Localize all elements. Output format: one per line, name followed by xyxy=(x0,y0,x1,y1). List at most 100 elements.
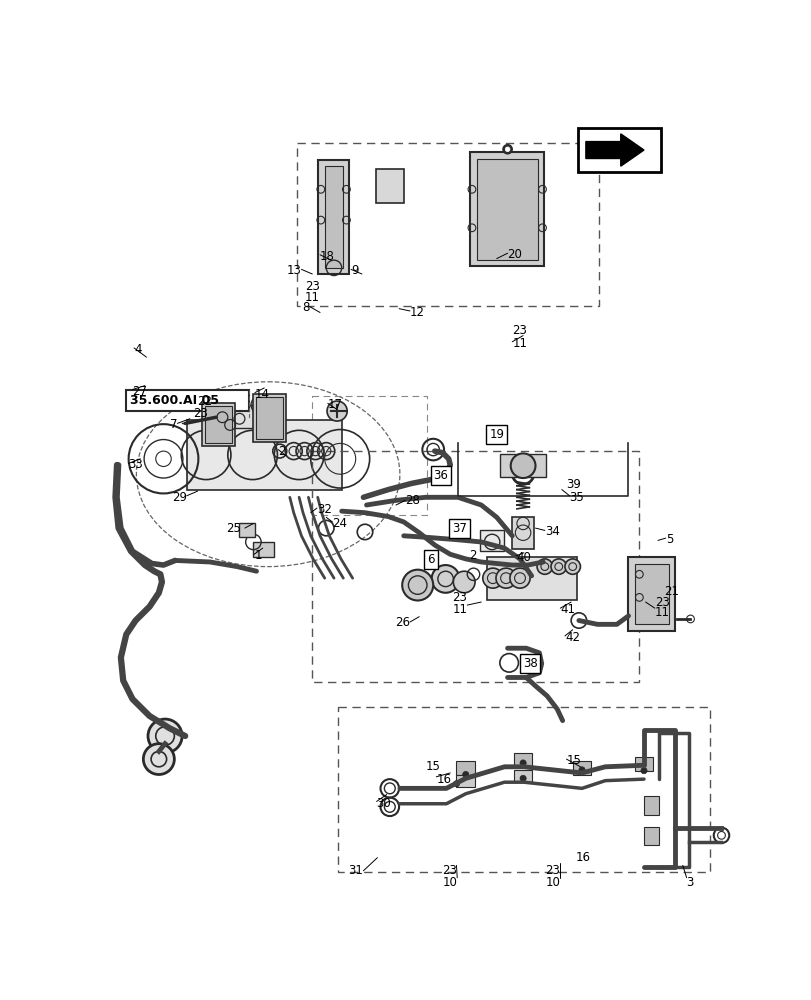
Text: 15: 15 xyxy=(425,760,440,773)
Bar xyxy=(312,451,638,682)
Text: 2: 2 xyxy=(278,445,285,458)
Bar xyxy=(337,707,709,872)
Text: 28: 28 xyxy=(405,494,419,507)
Bar xyxy=(634,757,653,771)
Text: 2: 2 xyxy=(469,549,477,562)
Text: 31: 31 xyxy=(348,864,363,877)
Bar xyxy=(256,397,282,439)
Bar xyxy=(324,166,343,268)
Text: 23: 23 xyxy=(452,591,466,604)
Text: 16: 16 xyxy=(575,851,590,864)
Circle shape xyxy=(462,771,468,778)
Bar xyxy=(297,143,599,306)
Bar xyxy=(127,389,248,411)
Bar xyxy=(479,530,504,551)
Circle shape xyxy=(502,145,512,154)
Bar xyxy=(312,396,427,515)
Text: 11: 11 xyxy=(452,603,466,616)
Bar xyxy=(643,796,659,815)
Text: 14: 14 xyxy=(255,388,269,401)
Circle shape xyxy=(519,775,526,781)
Circle shape xyxy=(496,568,516,588)
Bar xyxy=(513,770,532,782)
Text: 3: 3 xyxy=(686,876,693,889)
Bar xyxy=(205,406,231,443)
Text: 6: 6 xyxy=(427,553,434,566)
Text: 19: 19 xyxy=(489,428,504,441)
Text: 38: 38 xyxy=(522,657,537,670)
Text: 10: 10 xyxy=(442,876,457,889)
Text: 37: 37 xyxy=(452,522,466,535)
Bar xyxy=(634,564,668,624)
Text: 25: 25 xyxy=(225,522,241,535)
Text: 23: 23 xyxy=(512,324,526,337)
Text: 23: 23 xyxy=(305,280,320,293)
Bar xyxy=(253,394,285,442)
Circle shape xyxy=(453,781,459,787)
Text: 13: 13 xyxy=(286,264,301,277)
Circle shape xyxy=(564,559,580,574)
Text: 11: 11 xyxy=(305,291,320,304)
Circle shape xyxy=(519,760,526,766)
Text: 23: 23 xyxy=(193,407,208,420)
Text: 39: 39 xyxy=(566,478,581,491)
Circle shape xyxy=(578,767,585,773)
Text: 7: 7 xyxy=(169,418,178,431)
Circle shape xyxy=(483,568,502,588)
Bar xyxy=(239,523,255,537)
Circle shape xyxy=(453,571,474,593)
Text: 29: 29 xyxy=(172,491,187,504)
Text: 17: 17 xyxy=(328,398,342,411)
Text: 12: 12 xyxy=(410,306,424,319)
Text: 23: 23 xyxy=(545,864,560,877)
Circle shape xyxy=(327,401,347,421)
Text: 4: 4 xyxy=(134,343,141,356)
Bar xyxy=(577,128,660,172)
Text: 5: 5 xyxy=(665,533,672,546)
Text: 23: 23 xyxy=(654,596,669,609)
Text: 22: 22 xyxy=(197,395,212,408)
Text: 23: 23 xyxy=(442,864,457,877)
Text: 42: 42 xyxy=(564,631,579,644)
Text: 20: 20 xyxy=(507,248,521,261)
Circle shape xyxy=(144,744,174,774)
Text: 32: 32 xyxy=(316,503,332,516)
Bar xyxy=(217,405,280,428)
Text: 36: 36 xyxy=(433,469,448,482)
Circle shape xyxy=(509,568,530,588)
Circle shape xyxy=(401,570,432,600)
Circle shape xyxy=(551,559,566,574)
Bar xyxy=(253,542,273,557)
Text: 9: 9 xyxy=(350,264,358,277)
Bar xyxy=(513,753,532,767)
Bar xyxy=(202,403,234,446)
Text: 26: 26 xyxy=(394,616,410,629)
Text: 41: 41 xyxy=(560,603,574,616)
Circle shape xyxy=(148,719,182,753)
Circle shape xyxy=(510,453,534,478)
Text: 1: 1 xyxy=(254,549,261,562)
Text: 15: 15 xyxy=(566,754,581,767)
Bar xyxy=(187,420,341,490)
Text: 27: 27 xyxy=(132,385,148,398)
Text: 11: 11 xyxy=(654,606,669,619)
Bar xyxy=(470,152,543,266)
Circle shape xyxy=(504,147,509,152)
Text: 35: 35 xyxy=(569,491,584,504)
Text: 11: 11 xyxy=(512,337,526,350)
Text: 18: 18 xyxy=(320,250,334,263)
Bar xyxy=(628,557,674,631)
Bar xyxy=(318,160,349,274)
Bar xyxy=(643,827,659,845)
Bar xyxy=(456,774,474,787)
Polygon shape xyxy=(586,134,643,166)
Circle shape xyxy=(640,768,646,774)
Bar xyxy=(487,557,576,600)
Text: 35.600.AI 05: 35.600.AI 05 xyxy=(130,394,219,407)
Bar xyxy=(512,517,534,549)
Text: 21: 21 xyxy=(663,585,678,598)
Text: 8: 8 xyxy=(302,301,309,314)
Bar xyxy=(500,454,546,477)
Text: 33: 33 xyxy=(128,458,144,471)
Text: 40: 40 xyxy=(516,551,530,564)
